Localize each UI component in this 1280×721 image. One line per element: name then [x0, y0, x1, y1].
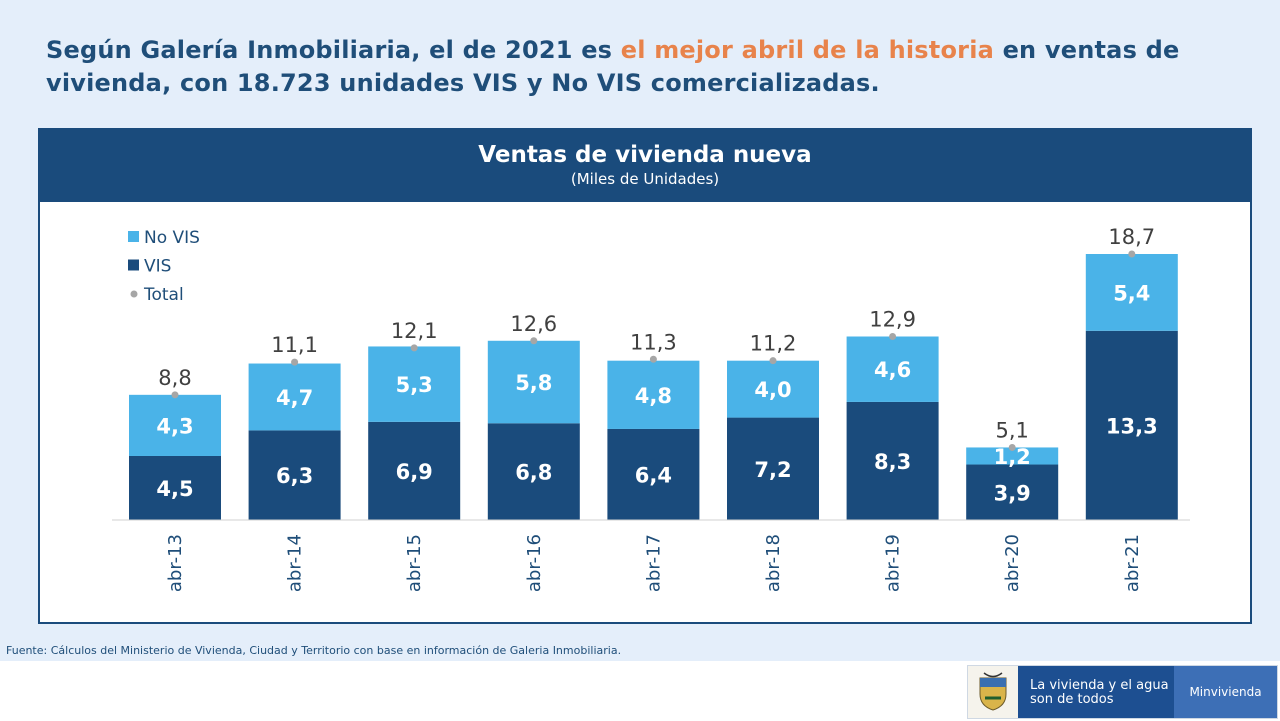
chart-panel: Ventas de vivienda nueva (Miles de Unida…: [38, 128, 1252, 624]
bar-novis-abr-13: [129, 394, 221, 456]
bar-novis-abr-15: [368, 346, 461, 422]
legend-label-no-vis: No VIS: [144, 228, 200, 248]
bar-novis-abr-20: [966, 447, 1059, 465]
total-point-abr-18: [769, 357, 777, 365]
label-vis-abr-19: 8,3: [874, 450, 911, 474]
x-tick-label-abr-17: abr-17: [643, 534, 664, 592]
coat-of-arms-icon: [968, 666, 1018, 718]
label-total-abr-20: 5,1: [995, 418, 1028, 442]
label-total-abr-18: 11,2: [750, 332, 797, 356]
label-novis-abr-17: 4,8: [635, 384, 672, 408]
logo-slogan: La vivienda y el agua son de todos: [1018, 666, 1174, 718]
label-novis-abr-16: 5,8: [515, 371, 552, 395]
label-total-abr-17: 11,3: [630, 330, 677, 354]
headline-highlight: el mejor abril de la historia: [620, 36, 995, 64]
label-novis-abr-15: 5,3: [396, 373, 433, 397]
total-point-abr-20: [1008, 443, 1016, 451]
label-vis-abr-14: 6,3: [276, 464, 313, 488]
bar-vis-abr-20: [966, 464, 1059, 520]
x-tick-label-abr-18: abr-18: [763, 534, 784, 592]
label-vis-abr-16: 6,8: [515, 461, 552, 485]
bar-novis-abr-14: [248, 363, 341, 431]
bar-vis-abr-13: [129, 455, 221, 520]
label-novis-abr-19: 4,6: [874, 358, 911, 382]
bar-novis-abr-18: [727, 360, 819, 418]
total-point-abr-13: [171, 391, 179, 399]
label-vis-abr-20: 3,9: [994, 481, 1031, 505]
legend-marker-total: [130, 290, 138, 298]
legend-marker-no-vis: [128, 231, 139, 242]
label-vis-abr-18: 7,2: [754, 458, 791, 482]
bar-vis-abr-21: [1085, 330, 1178, 520]
chart-title: Ventas de vivienda nueva: [478, 142, 812, 168]
bar-vis-abr-17: [607, 428, 700, 520]
logo-org-name: Minvivienda: [1174, 666, 1277, 718]
total-point-abr-15: [410, 344, 418, 352]
headline-part2: en ventas de vivienda, con 18.723 unidad…: [46, 36, 1180, 97]
total-point-abr-21: [1128, 250, 1136, 258]
label-total-abr-19: 12,9: [869, 308, 916, 332]
bar-vis-abr-15: [368, 421, 461, 520]
total-point-abr-16: [530, 337, 538, 345]
bar-vis-abr-18: [727, 417, 819, 520]
x-tick-label-abr-16: abr-16: [524, 534, 545, 592]
label-total-abr-13: 8,8: [158, 366, 191, 390]
label-vis-abr-15: 6,9: [396, 460, 433, 484]
label-total-abr-16: 12,6: [510, 312, 557, 336]
stacked-bar-chart: 4,5 4,3 8,8 abr-13 6,3 4,7 11,1 abr-14 6,9 5,3 12,…: [112, 225, 1190, 592]
bar-novis-abr-21: [1085, 254, 1178, 331]
x-tick-label-abr-15: abr-15: [404, 534, 425, 592]
total-point-abr-19: [889, 333, 897, 341]
bar-vis-abr-14: [248, 430, 341, 520]
x-tick-label-abr-14: abr-14: [285, 534, 306, 592]
headline: Según Galería Inmobiliaria, el de 2021 e…: [46, 34, 1246, 100]
label-total-abr-15: 12,1: [391, 319, 438, 343]
total-point-abr-17: [649, 355, 657, 363]
bar-vis-abr-16: [487, 423, 580, 520]
bar-novis-abr-16: [487, 340, 580, 424]
label-vis-abr-17: 6,4: [635, 463, 672, 487]
source-note: Fuente: Cálculos del Ministerio de Vivie…: [6, 644, 622, 657]
x-tick-label-abr-20: abr-20: [1002, 534, 1023, 592]
bar-vis-abr-19: [846, 401, 939, 520]
label-total-abr-14: 11,1: [271, 333, 318, 357]
label-vis-abr-13: 4,5: [156, 477, 193, 501]
legend-label-vis: VIS: [144, 257, 171, 277]
total-point-abr-14: [291, 358, 299, 366]
label-novis-abr-14: 4,7: [276, 386, 313, 410]
logo-slogan-line2: son de todos: [1030, 692, 1114, 707]
chart-header: Ventas de vivienda nueva (Miles de Unida…: [40, 130, 1250, 202]
legend-label-total: Total: [143, 285, 184, 305]
label-novis-abr-21: 5,4: [1113, 281, 1150, 305]
label-total-abr-21: 18,7: [1108, 225, 1155, 249]
x-tick-label-abr-13: abr-13: [165, 534, 186, 592]
bar-novis-abr-17: [607, 360, 700, 429]
x-tick-label-abr-21: abr-21: [1122, 534, 1143, 592]
label-vis-abr-21: 13,3: [1106, 414, 1158, 438]
bar-novis-abr-19: [846, 336, 939, 402]
minvivienda-logo: La vivienda y el agua son de todos Minvi…: [967, 665, 1278, 719]
label-novis-abr-13: 4,3: [156, 414, 193, 438]
legend-marker-vis: [128, 259, 139, 271]
x-tick-label-abr-19: abr-19: [883, 534, 904, 592]
logo-slogan-line1: La vivienda y el agua: [1030, 678, 1169, 693]
headline-part1: Según Galería Inmobiliaria, el de 2021 e…: [46, 36, 621, 64]
label-novis-abr-18: 4,0: [754, 378, 791, 402]
chart-subtitle: (Miles de Unidades): [570, 170, 720, 188]
